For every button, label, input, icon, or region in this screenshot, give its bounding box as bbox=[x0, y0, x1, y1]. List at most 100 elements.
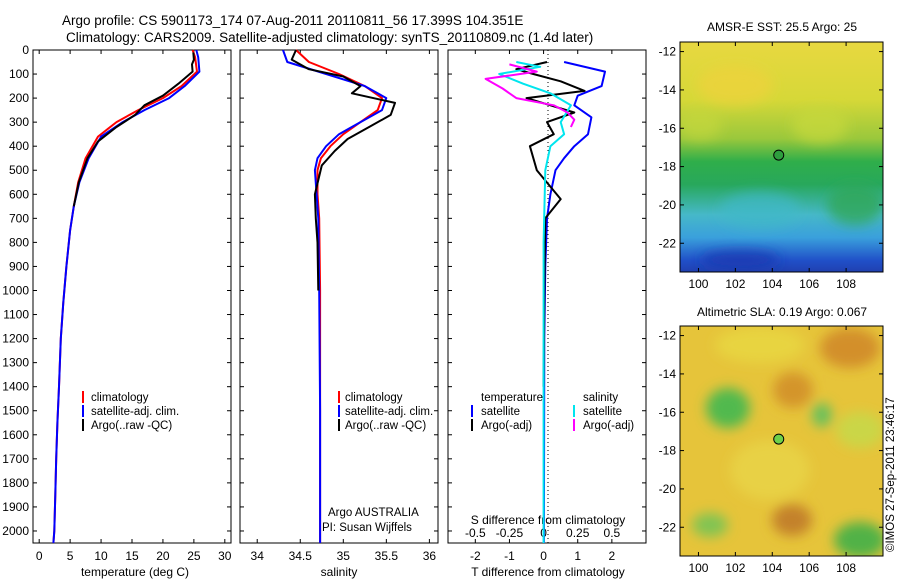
y-tick-label: 1100 bbox=[3, 308, 29, 322]
t-difference-axis-label: T difference from climatology bbox=[471, 565, 625, 579]
map-x-tick-label: 100 bbox=[688, 277, 708, 291]
series-line-argo-raw-qc- bbox=[72, 52, 195, 207]
y-tick-label: 900 bbox=[9, 259, 29, 273]
y-tick-label: 0 bbox=[22, 43, 29, 57]
map-x-tick-label: 100 bbox=[688, 561, 708, 575]
map-y-tick-label: -18 bbox=[659, 160, 677, 174]
y-tick-label: 200 bbox=[9, 91, 29, 105]
top-tick-label: -0.5 bbox=[465, 526, 486, 540]
legend-satellite-adj: satellite-adj. clim. bbox=[345, 406, 433, 418]
x-tick-label: 25 bbox=[187, 549, 201, 563]
x-tick-label: 36 bbox=[423, 549, 437, 563]
y-tick-label: 1000 bbox=[2, 283, 29, 297]
x-tick-label: 0 bbox=[540, 549, 547, 563]
x-tick-label: 35.5 bbox=[375, 549, 399, 563]
copyright-stamp: ©IMOS 27-Sep-2011 23:46:17 bbox=[885, 397, 897, 552]
sla-map-title: Altimetric SLA: 0.19 Argo: 0.067 bbox=[697, 305, 867, 319]
sst-map-frame bbox=[679, 41, 884, 273]
legend-s-satellite: satellite bbox=[583, 406, 622, 418]
sst-map-title: AMSR-E SST: 25.5 Argo: 25 bbox=[707, 20, 857, 34]
map-y-tick-label: -14 bbox=[659, 83, 677, 97]
top-tick-label: 0.25 bbox=[566, 526, 590, 540]
salinity-axis-label: salinity bbox=[321, 565, 358, 579]
map-x-tick-label: 102 bbox=[725, 277, 745, 291]
series-line-climatology bbox=[295, 49, 383, 543]
x-tick-label: 15 bbox=[125, 549, 139, 563]
map-x-tick-label: 104 bbox=[762, 277, 782, 291]
sla-map-frame bbox=[679, 325, 884, 557]
series-line-climatology bbox=[52, 49, 198, 544]
difference-panel bbox=[447, 49, 647, 544]
map-y-tick-label: -22 bbox=[659, 236, 677, 250]
x-tick-label: 30 bbox=[218, 549, 232, 563]
map-y-tick-label: -12 bbox=[659, 329, 677, 343]
x-tick-label: -1 bbox=[504, 549, 515, 563]
salinity-panel bbox=[239, 49, 439, 544]
s-difference-axis-label: S difference from climatology bbox=[471, 513, 626, 527]
map-x-tick-label: 104 bbox=[762, 561, 782, 575]
x-tick-label: 34 bbox=[251, 549, 265, 563]
x-tick-label: 34.5 bbox=[289, 549, 313, 563]
legend-salinity-title: salinity bbox=[583, 392, 618, 404]
y-tick-label: 600 bbox=[9, 187, 29, 201]
legend-argo: Argo(..raw -QC) bbox=[91, 420, 172, 432]
map-y-tick-label: -20 bbox=[659, 482, 677, 496]
argo-pi-label: PI: Susan Wijffels bbox=[322, 522, 412, 534]
legend-climatology: climatology bbox=[345, 392, 403, 404]
x-tick-label: 20 bbox=[156, 549, 170, 563]
legend-t-argo: Argo(-adj) bbox=[481, 420, 532, 432]
series-line-s-argo-adj- bbox=[484, 63, 576, 128]
sst-argo-marker bbox=[773, 149, 785, 161]
y-tick-label: 400 bbox=[9, 139, 29, 153]
y-tick-label: 100 bbox=[9, 67, 29, 81]
map-y-tick-label: -14 bbox=[659, 367, 677, 381]
salinity-legend: climatology satellite-adj. clim. Argo(..… bbox=[338, 391, 433, 432]
map-y-tick-label: -20 bbox=[659, 198, 677, 212]
top-tick-label: 0.5 bbox=[604, 526, 621, 540]
map-x-tick-label: 108 bbox=[836, 277, 856, 291]
legend-t-satellite: satellite bbox=[481, 406, 520, 418]
map-x-tick-label: 106 bbox=[799, 561, 819, 575]
argo-country-label: Argo AUSTRALIA bbox=[328, 507, 419, 519]
series-line-satellite-adj-clim- bbox=[52, 49, 201, 544]
map-x-tick-label: 106 bbox=[799, 277, 819, 291]
y-tick-label: 1900 bbox=[2, 500, 29, 514]
header-line-2: Climatology: CARS2009. Satellite-adjuste… bbox=[66, 30, 594, 45]
map-x-tick-label: 108 bbox=[836, 561, 856, 575]
x-tick-label: 5 bbox=[67, 549, 74, 563]
x-tick-label: 2 bbox=[609, 549, 616, 563]
y-tick-label: 1700 bbox=[2, 452, 29, 466]
map-y-tick-label: -22 bbox=[659, 520, 677, 534]
y-tick-label: 1200 bbox=[2, 332, 29, 346]
x-tick-label: -2 bbox=[470, 549, 481, 563]
y-tick-label: 800 bbox=[9, 235, 29, 249]
series-line-argo-raw-qc- bbox=[290, 49, 396, 291]
y-tick-label: 500 bbox=[9, 163, 29, 177]
map-y-tick-label: -16 bbox=[659, 405, 677, 419]
sla-argo-marker bbox=[773, 433, 785, 445]
y-tick-label: 1500 bbox=[2, 404, 29, 418]
legend-temperature-title: temperature bbox=[481, 392, 543, 404]
temperature-panel bbox=[32, 49, 232, 544]
map-y-tick-label: -18 bbox=[659, 444, 677, 458]
y-tick-label: 700 bbox=[9, 211, 29, 225]
legend-s-argo: Argo(-adj) bbox=[583, 420, 634, 432]
y-tick-label: 1400 bbox=[2, 380, 29, 394]
map-y-tick-label: -12 bbox=[659, 45, 677, 59]
top-tick-label: -0.25 bbox=[496, 526, 524, 540]
x-tick-label: 1 bbox=[574, 549, 581, 563]
difference-legend: temperature satellite Argo(-adj) salinit… bbox=[471, 392, 634, 432]
series-line-satellite-adj-clim- bbox=[282, 49, 388, 543]
x-tick-label: 10 bbox=[94, 549, 108, 563]
y-tick-label: 2000 bbox=[2, 524, 29, 538]
map-x-tick-label: 102 bbox=[725, 561, 745, 575]
series-line-s-satellite bbox=[498, 61, 572, 543]
series-line-t-satellite bbox=[542, 61, 606, 544]
x-tick-label: 0 bbox=[36, 549, 43, 563]
y-tick-label: 1800 bbox=[2, 476, 29, 490]
header-line-1: Argo profile: CS 5901173_174 07-Aug-2011… bbox=[62, 13, 524, 28]
legend-argo: Argo(..raw -QC) bbox=[345, 420, 426, 432]
temperature-axis-label: temperature (deg C) bbox=[81, 565, 189, 579]
y-tick-label: 1600 bbox=[2, 428, 29, 442]
